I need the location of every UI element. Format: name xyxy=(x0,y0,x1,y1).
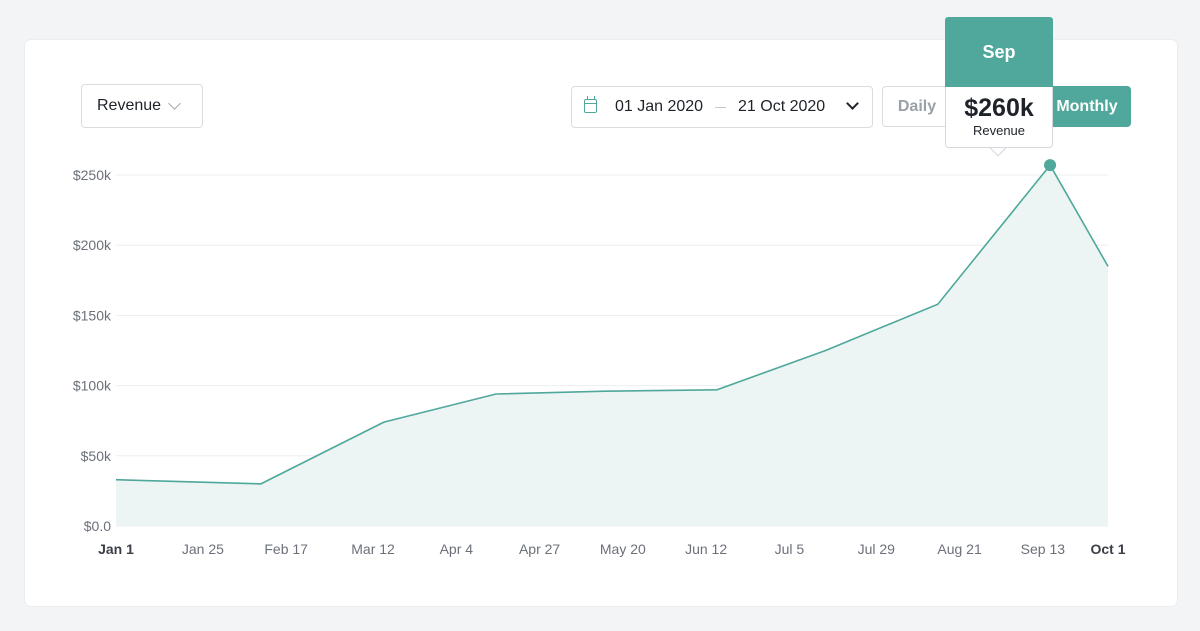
series-area xyxy=(116,165,1108,526)
y-tick-label: $0.0 xyxy=(84,518,111,534)
x-tick-label: Sep 13 xyxy=(1021,541,1066,557)
y-tick-label: $200k xyxy=(73,237,112,253)
date-to: 21 Oct 2020 xyxy=(738,98,826,115)
date-range-picker[interactable]: 01 Jan 2020 21 Oct 2020 xyxy=(571,86,873,128)
period-monthly-button[interactable]: Monthly xyxy=(1043,86,1131,127)
y-tick-label: $250k xyxy=(73,167,112,183)
x-tick-label: Mar 12 xyxy=(351,541,395,557)
y-tick-label: $50k xyxy=(81,448,112,464)
tooltip-value: $260k xyxy=(964,94,1034,122)
x-tick-label: Jan 25 xyxy=(182,541,224,557)
period-daily-button[interactable]: Daily xyxy=(897,97,937,115)
highlight-point xyxy=(1044,159,1057,172)
tooltip-label: Revenue xyxy=(972,123,1026,138)
chart-tooltip: Sep $260k Revenue xyxy=(945,17,1053,157)
x-tick-label: Aug 21 xyxy=(937,541,982,557)
date-separator xyxy=(715,107,726,108)
x-tick-label: Jan 1 xyxy=(98,541,134,557)
x-tick-label: Jul 29 xyxy=(858,541,896,557)
x-tick-label: Jun 12 xyxy=(685,541,727,557)
metric-dropdown-label: Revenue xyxy=(97,97,162,114)
x-tick-label: Feb 17 xyxy=(264,541,308,557)
y-tick-label: $100k xyxy=(73,378,112,394)
x-tick-label: Jul 5 xyxy=(775,541,805,557)
date-from: 01 Jan 2020 xyxy=(615,98,704,115)
x-tick-label: Apr 4 xyxy=(440,541,474,557)
y-tick-label: $150k xyxy=(73,307,112,323)
tooltip-body: $260k Revenue xyxy=(945,87,1053,148)
x-tick-label: Oct 1 xyxy=(1090,541,1125,557)
x-tick-label: May 20 xyxy=(600,541,646,557)
x-tick-label: Apr 27 xyxy=(519,541,560,557)
series-line xyxy=(115,163,1109,485)
metric-dropdown[interactable]: Revenue xyxy=(81,84,203,128)
tooltip-title: Sep xyxy=(945,17,1053,87)
calendar-icon xyxy=(584,96,597,113)
